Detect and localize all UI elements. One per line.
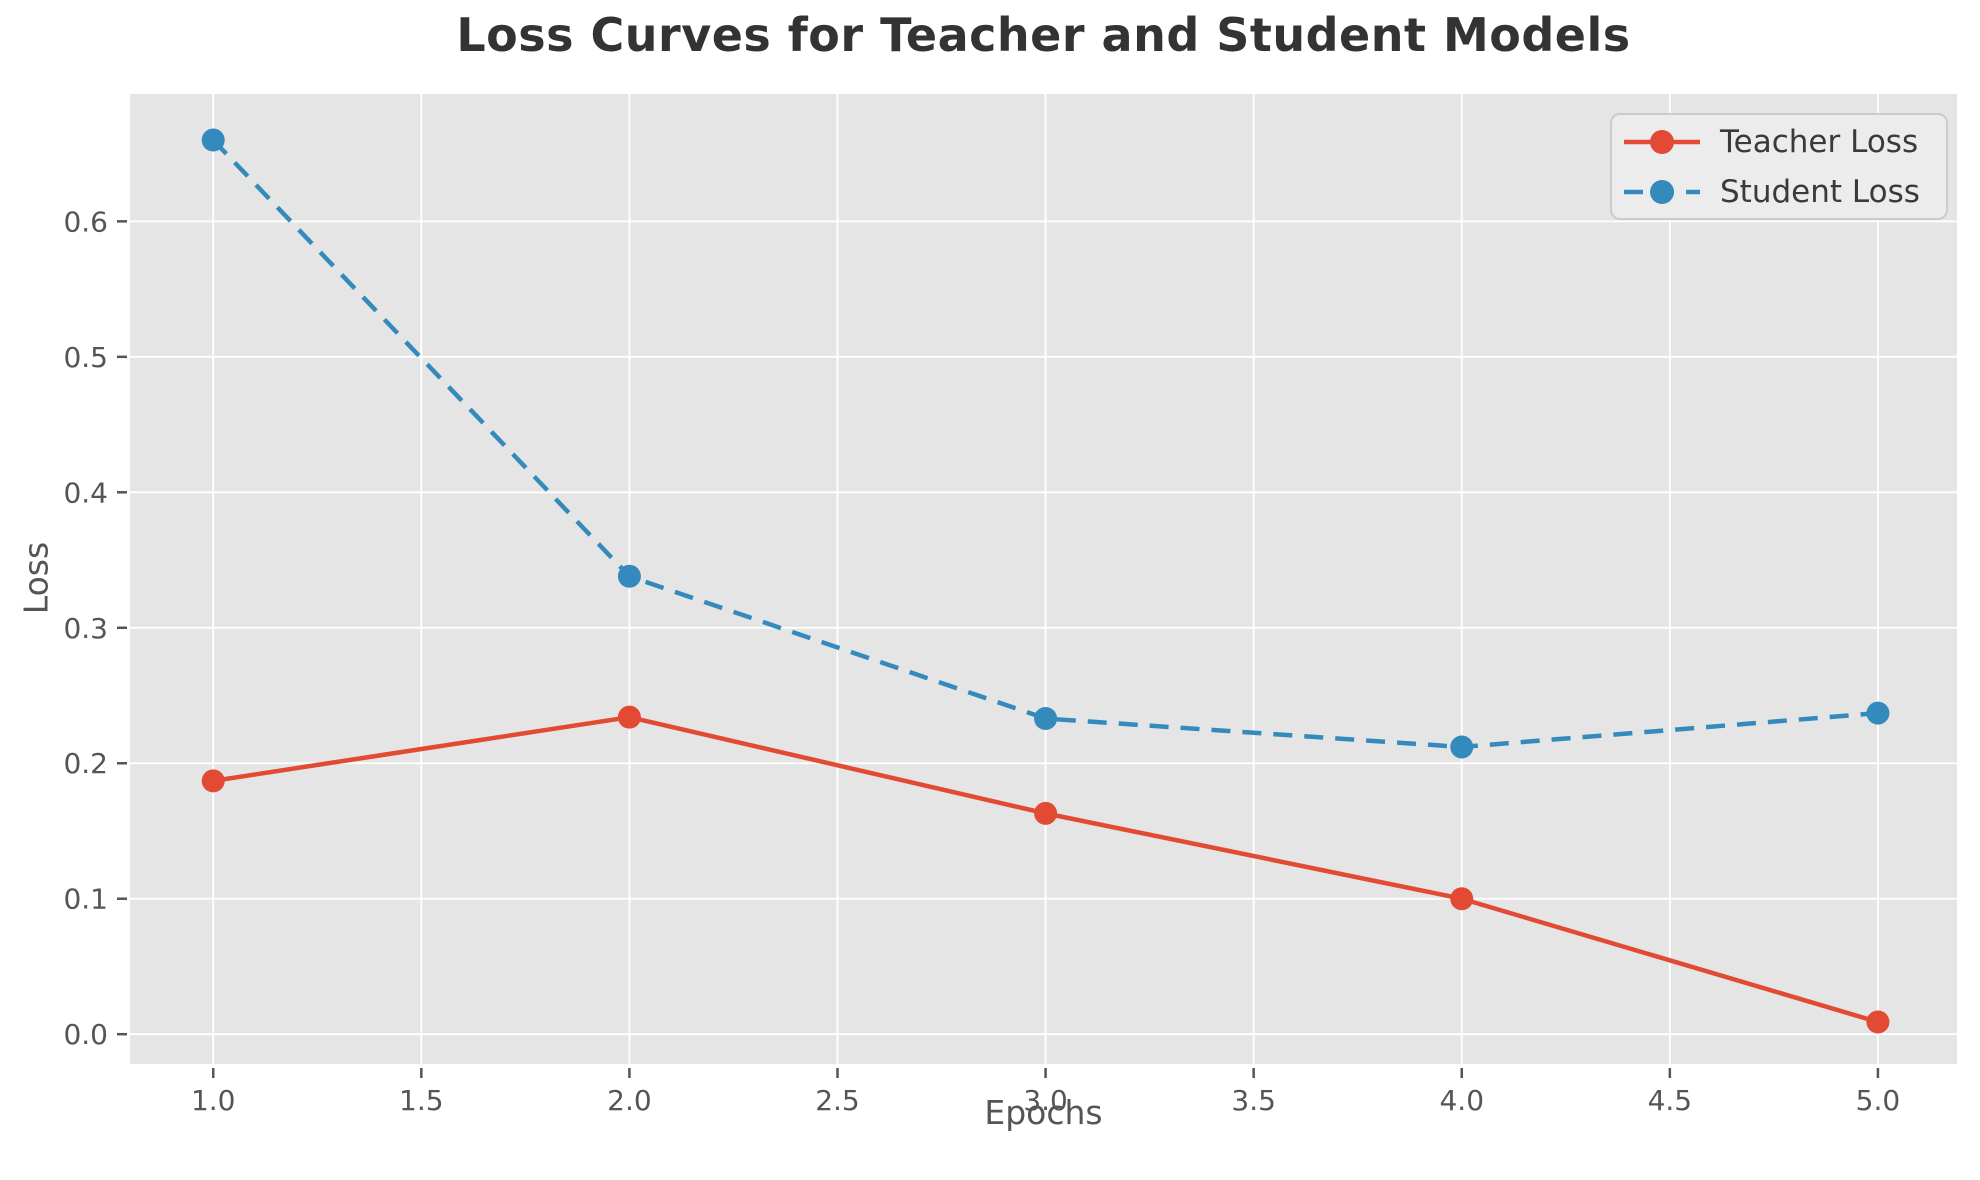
x-tick-label: 2.0 (607, 1084, 652, 1117)
legend-item-teacher: Teacher Loss (1622, 118, 1936, 166)
student-loss-line-swatch (1624, 179, 1700, 204)
y-tick-label: 0.6 (63, 205, 108, 238)
x-tick-label: 4.0 (1439, 1084, 1484, 1117)
teacher-loss-point (1866, 1010, 1890, 1034)
x-tick-label: 5.0 (1856, 1084, 1901, 1117)
y-tick-label: 0.0 (63, 1018, 108, 1051)
x-tick-label: 1.5 (399, 1084, 444, 1117)
y-tick-label: 0.3 (63, 612, 108, 645)
student-loss-point (1034, 707, 1058, 731)
plot-area (130, 94, 1957, 1064)
chart-title: Loss Curves for Teacher and Student Mode… (456, 8, 1631, 62)
y-tick-label: 0.1 (63, 883, 108, 916)
x-tick-label: 3.5 (1231, 1084, 1276, 1117)
legend-item-student: Student Loss (1622, 168, 1936, 216)
teacher-loss-line-swatch (1624, 129, 1700, 154)
teacher-loss-point (1034, 801, 1058, 825)
legend: Teacher Loss Student Loss (1610, 113, 1948, 220)
legend-label-student: Student Loss (1720, 173, 1920, 210)
teacher-loss-point (1450, 887, 1474, 911)
y-axis-label: Loss (16, 541, 56, 615)
legend-label-teacher: Teacher Loss (1720, 123, 1919, 160)
student-loss-point (617, 564, 641, 588)
student-loss-line (211, 138, 1879, 750)
y-tick-label: 0.2 (63, 747, 108, 780)
x-tick-label: 4.5 (1648, 1084, 1693, 1117)
y-tick-label: 0.4 (63, 476, 108, 509)
student-loss-point (201, 128, 225, 152)
x-axis-label: Epochs (984, 1093, 1103, 1132)
x-tick-label: 1.0 (191, 1084, 236, 1117)
teacher-loss-point (201, 769, 225, 793)
x-tick-label: 3.0 (1023, 1084, 1068, 1117)
student-loss-point (1450, 735, 1474, 759)
teacher-loss-point (617, 705, 641, 729)
student-loss-point (1866, 701, 1890, 725)
x-tick-label: 2.5 (815, 1084, 860, 1117)
y-tick-label: 0.5 (63, 341, 108, 374)
